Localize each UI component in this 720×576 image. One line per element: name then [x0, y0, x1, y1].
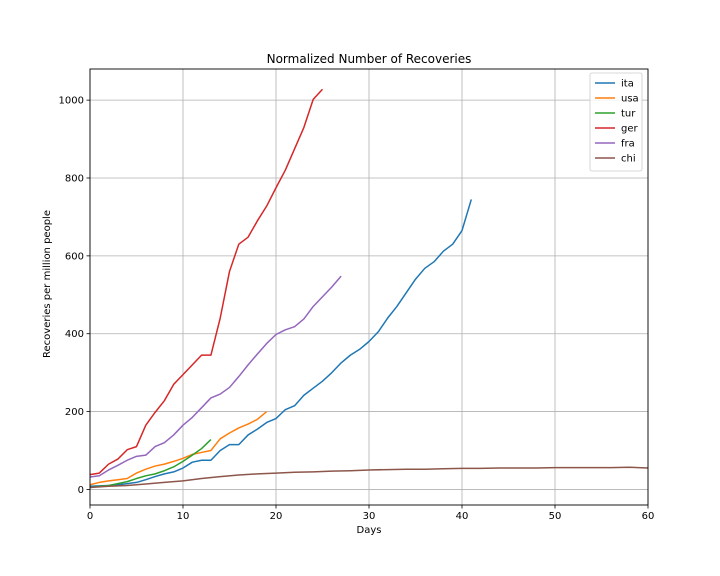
x-tick-label: 60: [642, 511, 655, 522]
legend-label-fra: fra: [621, 139, 635, 150]
series-line-fra: [89, 275, 342, 478]
legend-label-chi: chi: [621, 154, 636, 165]
legend: ita usa tur ger fra chi: [589, 72, 643, 172]
y-tick-label: 0: [78, 485, 84, 496]
legend-label-usa: usa: [621, 94, 639, 105]
x-tick-label: 0: [87, 511, 93, 522]
series-line-ger: [89, 88, 324, 476]
series-line-usa: [89, 410, 268, 486]
x-tick-label: 40: [456, 511, 469, 522]
legend-label-ita: ita: [621, 79, 634, 90]
x-tick-label: 30: [363, 511, 376, 522]
x-axis-label: Days: [357, 525, 382, 536]
series-line-tur: [89, 439, 212, 489]
legend-label-ger: ger: [621, 124, 639, 135]
series-line-chi: [89, 466, 649, 489]
x-tick-label: 20: [270, 511, 283, 522]
grid-lines: [89, 69, 649, 505]
x-tick-label: 50: [549, 511, 562, 522]
series-line-ita: [89, 199, 473, 488]
legend-label-tur: tur: [621, 109, 636, 120]
y-tick-label: 200: [65, 407, 84, 418]
y-tick-label: 600: [65, 251, 84, 262]
x-tick-label: 10: [177, 511, 190, 522]
y-axis: 0 200 400 600 800 1000: [59, 96, 90, 496]
plot-frame: [89, 68, 649, 506]
plot-lines: [89, 88, 649, 489]
y-axis-label: Recoveries per million people: [42, 210, 53, 358]
y-tick-label: 1000: [59, 96, 84, 107]
y-tick-label: 400: [65, 329, 84, 340]
x-axis: 0 10 20 30 40 50 60: [87, 505, 655, 522]
y-tick-label: 800: [65, 174, 84, 185]
chart-title: Normalized Number of Recoveries: [267, 52, 472, 66]
